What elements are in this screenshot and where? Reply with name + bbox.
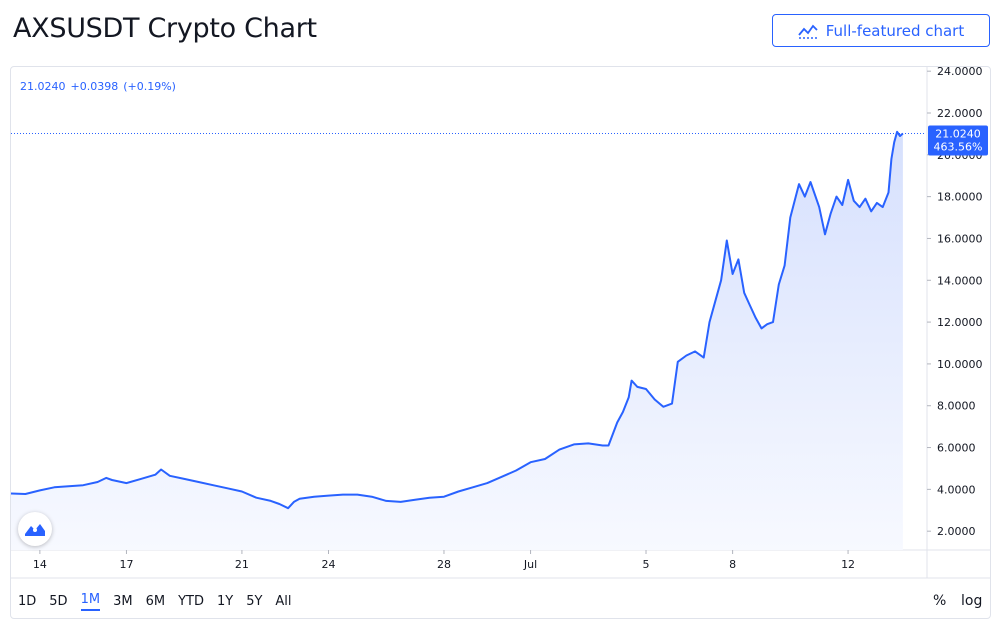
- y-tick-label: 18.0000: [937, 191, 983, 204]
- range-button-5y[interactable]: 5Y: [246, 593, 263, 609]
- legend-price: 21.0240: [20, 80, 66, 93]
- range-button-ytd[interactable]: YTD: [178, 593, 204, 609]
- y-tick-label: 12.0000: [937, 316, 983, 329]
- tradingview-logo-icon[interactable]: [18, 512, 52, 546]
- x-tick-label: 5: [643, 558, 650, 571]
- price-tag-percent: 463.56%: [934, 140, 983, 153]
- y-tick-label: 8.0000: [937, 400, 976, 413]
- x-tick-label: 21: [235, 558, 249, 571]
- y-tick-label: 2.0000: [937, 525, 976, 538]
- range-button-1y[interactable]: 1Y: [216, 593, 234, 609]
- page-title: AXSUSDT Crypto Chart: [13, 13, 317, 44]
- x-tick-label: 17: [119, 558, 133, 571]
- price-legend: 21.0240 +0.0398 (+0.19%): [20, 80, 181, 93]
- percent-scale-label: %: [933, 593, 947, 609]
- x-tick-label: 12: [841, 558, 855, 571]
- log-scale-toggle[interactable]: log: [961, 590, 982, 612]
- y-tick-label: 6.0000: [937, 442, 976, 455]
- y-tick-label: 24.0000: [937, 65, 983, 78]
- y-tick-label: 22.0000: [937, 107, 983, 120]
- x-tick-label: 28: [437, 558, 451, 571]
- range-button-1d[interactable]: 1D: [18, 593, 37, 609]
- legend-change-percent: (+0.19%): [123, 80, 176, 93]
- range-selector: 1D 5D 1M 3M 6M YTD 1Y 5Y All: [18, 590, 305, 612]
- y-tick-label: 4.0000: [937, 483, 976, 496]
- x-tick-label: Jul: [523, 558, 537, 571]
- range-button-1m[interactable]: 1M: [80, 592, 101, 611]
- y-tick-label: 16.0000: [937, 232, 983, 245]
- full-featured-chart-button[interactable]: Full-featured chart: [772, 14, 990, 47]
- range-button-all[interactable]: All: [275, 593, 292, 609]
- price-tag-value: 21.0240: [935, 127, 981, 140]
- price-tag: [928, 125, 988, 156]
- y-tick-label: 14.0000: [937, 274, 983, 287]
- price-area: [11, 131, 903, 551]
- x-tick-label: 8: [729, 558, 736, 571]
- chart-line-icon: [798, 24, 818, 39]
- chart-frame: [10, 66, 991, 619]
- x-tick-label: 14: [33, 558, 47, 571]
- full-featured-chart-label: Full-featured chart: [825, 21, 965, 40]
- percent-scale-toggle[interactable]: %: [933, 590, 946, 612]
- log-scale-label: log: [961, 593, 983, 609]
- range-button-5d[interactable]: 5D: [49, 593, 68, 609]
- range-button-6m[interactable]: 6M: [145, 593, 166, 609]
- x-tick-label: 24: [322, 558, 336, 571]
- y-tick-label: 10.0000: [937, 358, 983, 371]
- price-line: [10, 130, 904, 510]
- range-button-3m[interactable]: 3M: [113, 593, 133, 609]
- legend-change: +0.0398: [70, 80, 119, 93]
